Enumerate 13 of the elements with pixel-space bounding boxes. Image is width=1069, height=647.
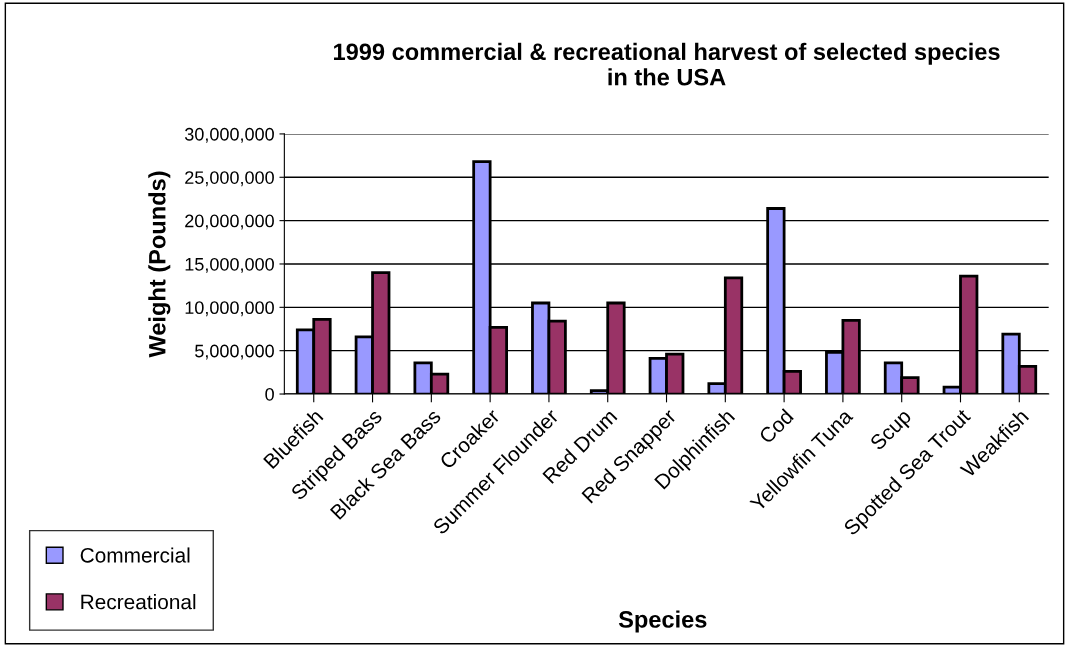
y-tick-label: 30,000,000 bbox=[184, 127, 274, 143]
y-tick-label: 20,000,000 bbox=[185, 214, 274, 230]
y-tick-label: 10,000,000 bbox=[185, 301, 274, 317]
chart-title: 1999 commercial & recreational harvest of selected species in the USA bbox=[334, 42, 1000, 86]
legend-label: Commercial bbox=[80, 547, 190, 563]
y-tick-label: 0 bbox=[265, 387, 274, 401]
y-tick-label: 25,000,000 bbox=[185, 171, 274, 187]
legend-label: Recreational bbox=[81, 594, 196, 610]
x-axis-title: Species bbox=[618, 610, 707, 633]
y-tick-label: 15,000,000 bbox=[185, 257, 274, 273]
x-tick-label: Cod bbox=[757, 408, 794, 445]
y-tick-label: 5,000,000 bbox=[195, 344, 274, 360]
y-axis-title: Weight (Pounds) bbox=[148, 171, 171, 358]
